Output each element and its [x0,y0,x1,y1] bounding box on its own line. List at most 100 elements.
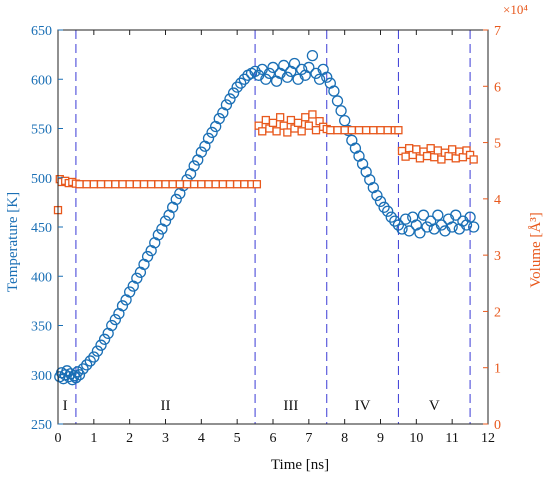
volume-point [426,144,435,153]
volume-point [272,127,281,136]
volume-point [415,154,425,163]
x-tick-label: 9 [377,431,384,446]
volume-point [354,126,364,135]
temperature-point [278,59,290,72]
y-right-tick-label: 5 [494,137,501,152]
temperature-point [98,333,111,345]
volume-point [433,146,442,155]
volume-point [422,151,432,161]
volume-point [104,180,113,189]
volume-point [383,126,392,135]
volume-point [154,180,163,189]
volume-point [340,126,349,135]
temperature-point [116,300,129,312]
axis-ticks: 0 1 2 3 4 5 6 7 8 9 10 11 12250300350400450500550600… [31,24,501,446]
temperature-point [468,221,480,233]
volume-point [412,145,421,154]
y-left-tick-label: 600 [31,73,52,88]
temperature-point [70,372,82,384]
temperature-point [403,225,415,237]
temperature-point [385,211,397,223]
temperature-point [213,113,225,125]
phase-label: IV [355,398,371,414]
volume-point [448,145,457,154]
temperature-point [288,57,301,70]
volume-point [139,180,149,189]
temperature-point [206,126,218,139]
volume-point [261,115,270,125]
temperature-point [195,146,207,158]
volume-point [304,121,313,130]
volume-point [197,180,206,189]
volume-point [168,180,177,189]
volume-point [301,113,310,122]
temperature-point [260,73,272,85]
volume-point [175,180,184,189]
volume-point [204,180,213,189]
x-tick-label: 6 [270,431,277,446]
volume-point [444,151,453,161]
temperature-point [188,160,200,172]
temperature-point [303,61,315,74]
x-tick-label: 7 [305,431,312,446]
volume-point [96,180,106,189]
volume-point [369,126,378,135]
volume-point [376,126,385,135]
volume-point [347,126,356,135]
temperature-point [77,363,89,375]
temperature-point [331,95,344,107]
volume-point [405,144,414,153]
temperature-point [371,189,383,202]
x-tick-label: 2 [126,431,133,446]
volume-point [362,126,371,135]
volume-point [147,180,156,189]
temperature-point [321,71,333,83]
temperature-point [306,49,319,62]
volume-point [297,127,306,136]
phase-label: III [283,398,298,414]
phase-boundaries [75,30,471,424]
temperature-point [224,93,236,105]
volume-point [451,154,460,163]
y-right-axis-label: Volume [Å³] [528,212,544,287]
volume-point [430,153,439,162]
volume-point [118,180,127,189]
volume-point [132,180,141,189]
temperature-point [450,209,462,221]
temperature-point [464,211,476,223]
volume-point [268,118,278,128]
temperature-point [382,205,394,217]
x-tick-label: 12 [481,431,495,446]
volume-point [75,180,84,189]
y-left-tick-label: 450 [31,221,52,236]
phase-label: V [429,398,440,414]
temperature-point [81,359,93,371]
y-left-tick-label: 300 [31,369,52,384]
y-left-tick-label: 250 [31,418,52,433]
x-axis-label: Time [ns] [271,457,329,473]
temperature-point [432,209,444,221]
temperature-point [124,286,136,298]
temperature-point [202,132,215,145]
x-tick-label: 10 [409,431,423,446]
volume-point [279,121,288,130]
temperature-point [159,215,172,227]
volume-point [89,180,98,189]
temperature-point [374,195,387,208]
volume-point [311,126,321,135]
x-tick-label: 4 [198,431,205,446]
temperature-point [328,85,340,97]
y-left-tick-label: 650 [31,24,52,39]
volume-point [211,180,220,189]
phase-labels: I II III IV V [63,398,440,414]
temperature-point [389,215,401,227]
y-left-axis-label: Temperature [K] [5,192,21,292]
plot-frame [57,29,489,425]
temperature-point [152,229,164,241]
volume-point [161,180,170,189]
temperature-point [263,67,276,79]
volume-point [111,180,120,189]
temperature-point [227,87,240,99]
temperature-point [392,219,405,231]
